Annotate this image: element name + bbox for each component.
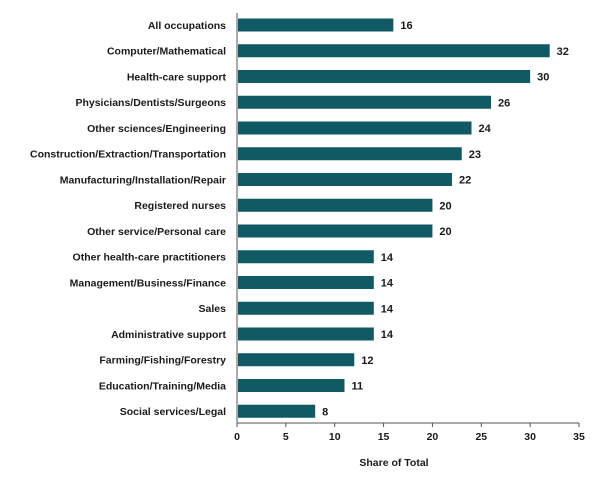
category-label: Education/Training/Media xyxy=(99,380,226,392)
x-tick-label: 20 xyxy=(427,431,439,443)
data-label: 24 xyxy=(479,123,492,135)
x-tick-label: 5 xyxy=(283,431,289,443)
bar xyxy=(238,379,345,392)
category-label: All occupations xyxy=(148,20,226,32)
bar xyxy=(238,121,472,135)
bar xyxy=(238,301,374,315)
bar xyxy=(238,173,452,186)
bars-group xyxy=(238,18,550,418)
x-axis-title: Share of Total xyxy=(359,457,428,469)
x-tick-label: 30 xyxy=(524,431,536,443)
bar xyxy=(238,44,550,58)
bar xyxy=(238,276,374,289)
value-labels-group: 16 32 30 26 24 23 22 20 20 14 14 14 14 12 11 8 xyxy=(322,20,569,418)
data-label: 14 xyxy=(381,252,394,264)
category-label: Social services/Legal xyxy=(120,406,226,418)
category-label: Other sciences/Engineering xyxy=(87,123,226,135)
data-label: 12 xyxy=(361,355,373,367)
data-label: 11 xyxy=(351,381,363,393)
data-label: 30 xyxy=(537,72,549,84)
data-label: 14 xyxy=(381,303,394,315)
bar xyxy=(238,95,492,109)
bar xyxy=(238,353,355,367)
bar xyxy=(238,70,531,83)
data-label: 22 xyxy=(459,175,471,187)
category-label: Manufacturing/Installation/Repair xyxy=(60,174,226,186)
data-label: 8 xyxy=(322,406,328,418)
bar xyxy=(238,198,433,212)
data-label: 32 xyxy=(557,46,569,58)
category-labels-group: All occupations Computer/Mathematical Heal… xyxy=(30,20,227,418)
x-tick-label: 0 xyxy=(234,431,240,443)
category-label: Sales xyxy=(199,303,227,315)
data-label: 14 xyxy=(381,329,394,341)
x-tick-label: 25 xyxy=(475,431,487,443)
data-label: 20 xyxy=(439,200,451,212)
category-label: Administrative support xyxy=(111,329,226,341)
bar xyxy=(238,327,374,341)
data-label: 26 xyxy=(498,97,510,109)
data-label: 23 xyxy=(469,149,481,161)
data-label: 14 xyxy=(381,278,394,290)
bar xyxy=(238,404,316,418)
category-label: Construction/Extraction/Transportation xyxy=(30,149,226,161)
category-label: Other service/Personal care xyxy=(87,226,226,238)
x-tick-label: 10 xyxy=(329,431,341,443)
category-label: Management/Business/Finance xyxy=(70,277,227,289)
x-ticks-group: 0 5 10 15 20 25 30 35 xyxy=(234,423,585,443)
category-label: Registered nurses xyxy=(134,200,226,212)
data-label: 20 xyxy=(439,226,451,238)
x-tick-label: 15 xyxy=(378,431,390,443)
bar xyxy=(238,147,462,161)
bar xyxy=(238,224,433,238)
category-label: Other health-care practitioners xyxy=(73,252,227,264)
bar xyxy=(238,18,394,32)
category-label: Farming/Fishing/Forestry xyxy=(99,355,226,367)
category-label: Health-care support xyxy=(127,71,227,83)
x-tick-label: 35 xyxy=(573,431,585,443)
category-label: Physicians/Dentists/Surgeons xyxy=(75,97,226,109)
data-label: 16 xyxy=(400,20,412,32)
bar xyxy=(238,250,374,264)
category-label: Computer/Mathematical xyxy=(107,46,226,58)
